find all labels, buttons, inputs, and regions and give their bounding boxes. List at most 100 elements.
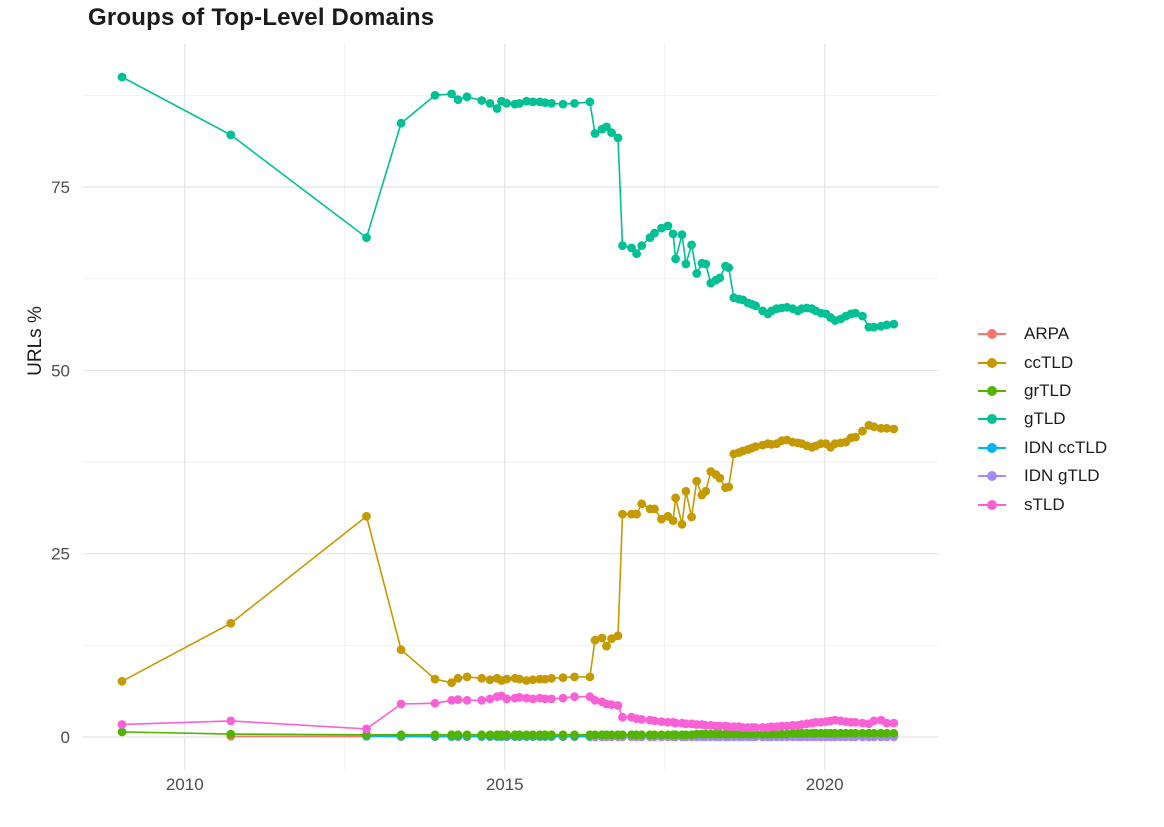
- legend-label: IDN gTLD: [1024, 466, 1100, 486]
- data-point: [585, 672, 595, 682]
- y-axis-title: URLs %: [25, 306, 46, 376]
- data-point: [540, 98, 550, 108]
- legend-key-icon: [978, 329, 1006, 340]
- data-point: [650, 730, 659, 740]
- data-point: [502, 674, 512, 684]
- data-point: [485, 675, 495, 685]
- series-stld: [117, 691, 899, 734]
- data-point: [226, 716, 236, 726]
- data-point: [540, 694, 550, 704]
- series-line: [121, 76, 894, 328]
- data-point: [117, 720, 127, 729]
- series-cctld: [117, 420, 899, 688]
- legend-item-cctld: ccTLD: [962, 348, 1107, 376]
- legend-label: ARPA: [1024, 324, 1070, 344]
- data-point: [751, 301, 760, 311]
- data-point: [671, 718, 680, 728]
- data-point: [687, 240, 696, 250]
- data-point: [492, 104, 502, 113]
- legend-label: IDN ccTLD: [1024, 437, 1108, 457]
- data-point: [528, 730, 538, 740]
- series-gtld: [117, 72, 899, 332]
- data-point: [671, 493, 680, 503]
- series-grtld: [117, 727, 899, 740]
- legend-key-point: [987, 385, 997, 396]
- data-point: [477, 730, 487, 740]
- data-point: [677, 230, 687, 240]
- data-point: [502, 730, 512, 740]
- data-point: [882, 320, 892, 330]
- legend-key-point: [987, 329, 997, 340]
- data-point: [528, 694, 538, 704]
- data-point: [751, 729, 760, 739]
- data-point: [558, 730, 568, 740]
- data-point: [522, 676, 531, 685]
- data-point: [453, 673, 463, 683]
- x-tick-label: 2010: [166, 775, 204, 794]
- data-point: [515, 730, 524, 740]
- data-point: [515, 693, 524, 702]
- data-point: [477, 695, 487, 705]
- data-point: [751, 723, 760, 732]
- y-tick-label: 0: [61, 728, 70, 747]
- data-point: [502, 99, 512, 108]
- data-point: [462, 672, 472, 682]
- data-point: [362, 511, 371, 521]
- data-point: [618, 241, 627, 251]
- data-point: [692, 476, 702, 486]
- data-point: [570, 672, 579, 682]
- data-point: [430, 674, 440, 684]
- data-point: [453, 95, 463, 105]
- data-point: [681, 486, 691, 496]
- data-point: [650, 228, 659, 238]
- data-point: [882, 423, 892, 433]
- data-point: [597, 633, 607, 643]
- data-point: [851, 717, 860, 727]
- data-point: [618, 730, 627, 740]
- data-point: [590, 695, 600, 705]
- data-point: [618, 712, 627, 722]
- data-point: [547, 694, 556, 704]
- data-point: [657, 717, 666, 726]
- data-point: [485, 730, 495, 740]
- data-point: [613, 133, 623, 143]
- data-point: [590, 129, 600, 138]
- data-point: [502, 694, 512, 704]
- x-tick-label: 2015: [486, 775, 524, 794]
- data-point: [570, 692, 579, 702]
- data-point: [447, 89, 456, 99]
- y-tick-label: 75: [51, 178, 70, 197]
- data-point: [462, 730, 472, 740]
- data-point: [618, 509, 627, 519]
- data-point: [522, 693, 531, 703]
- data-point: [715, 473, 725, 483]
- data-point: [453, 695, 463, 704]
- data-point: [447, 730, 456, 740]
- data-point: [882, 718, 892, 728]
- data-point: [701, 259, 711, 269]
- data-point: [724, 263, 734, 273]
- data-point: [851, 728, 860, 738]
- data-point: [477, 96, 487, 105]
- legend-item-idn-cctld: IDN ccTLD: [962, 434, 1107, 462]
- data-point: [650, 716, 659, 726]
- data-point: [396, 118, 406, 128]
- data-point: [570, 99, 579, 108]
- data-point: [547, 673, 556, 683]
- legend: ARPA ccTLD grTLD gTLD IDN ccTLD IDN gTLD sTLD: [962, 320, 1107, 519]
- data-point: [637, 499, 647, 509]
- data-point: [889, 424, 899, 434]
- data-point: [547, 99, 556, 108]
- data-point: [540, 674, 550, 684]
- legend-label: ccTLD: [1024, 352, 1074, 372]
- data-point: [668, 516, 678, 526]
- data-point: [858, 311, 867, 321]
- data-point: [362, 233, 371, 243]
- legend-key-icon: [978, 385, 1006, 396]
- data-point: [602, 641, 611, 651]
- data-point: [528, 675, 538, 685]
- data-point: [882, 728, 892, 738]
- data-point: [558, 693, 568, 703]
